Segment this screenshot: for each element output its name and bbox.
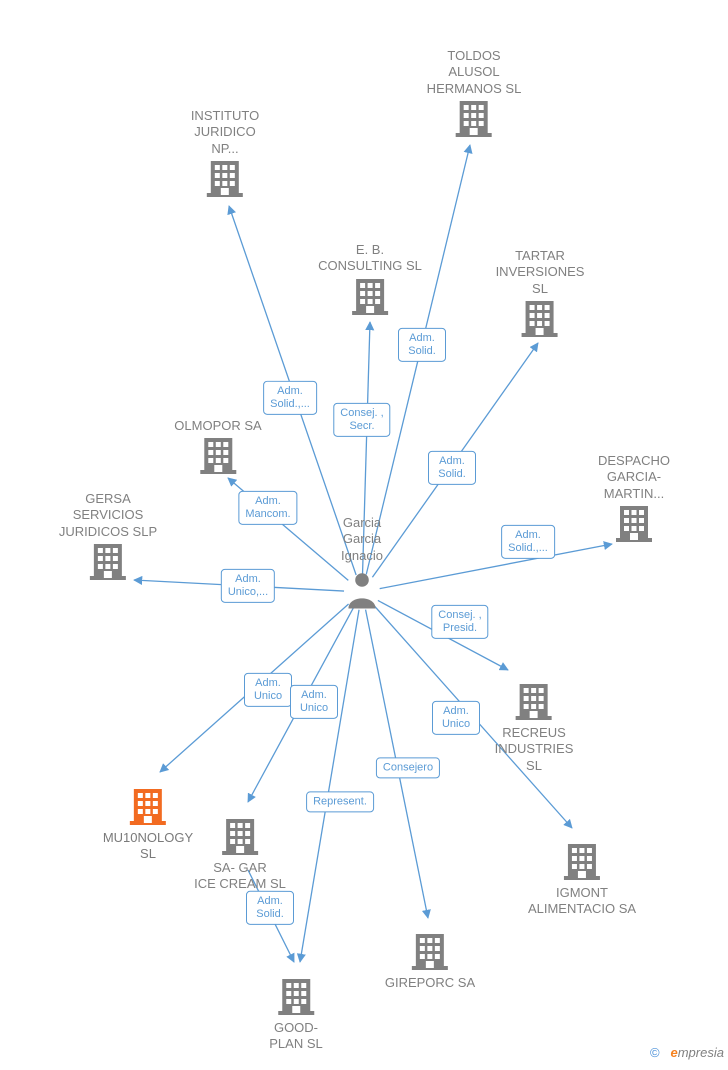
copyright-symbol: © (650, 1045, 660, 1060)
company-node-tartar[interactable]: TARTAR INVERSIONES SL (496, 248, 585, 342)
copyright: © empresia (650, 1045, 724, 1060)
building-icon (220, 815, 260, 860)
company-label: TARTAR INVERSIONES SL (496, 248, 585, 297)
edge-label: Consejero (376, 757, 440, 778)
company-label: INSTITUTO JURIDICO NP... (191, 108, 259, 157)
company-node-recreus[interactable]: RECREUS INDUSTRIES SL (495, 680, 574, 774)
building-icon (410, 930, 450, 975)
company-node-instituto[interactable]: INSTITUTO JURIDICO NP... (191, 108, 259, 202)
edge-label: Adm. Solid. (246, 891, 294, 925)
company-label: GERSA SERVICIOS JURIDICOS SLP (59, 491, 157, 540)
edge-label: Adm. Unico (244, 673, 292, 707)
company-label: IGMONT ALIMENTACIO SA (528, 885, 636, 918)
edge-label: Adm. Unico (432, 701, 480, 735)
brand-logo-rest: mpresia (678, 1045, 724, 1060)
building-icon (514, 680, 554, 725)
edge-label: Adm. Solid.,... (501, 525, 555, 559)
edge-label: Adm. Unico,... (221, 569, 275, 603)
building-icon (614, 502, 654, 547)
company-node-eb[interactable]: E. B. CONSULTING SL (318, 242, 422, 320)
company-node-toldos[interactable]: TOLDOS ALUSOL HERMANOS SL (427, 48, 522, 142)
building-icon (562, 840, 602, 885)
company-node-despacho[interactable]: DESPACHO GARCIA- MARTIN... (598, 453, 670, 547)
company-label: E. B. CONSULTING SL (318, 242, 422, 275)
edge-label: Adm. Unico (290, 685, 338, 719)
edge-label: Adm. Mancom. (238, 491, 297, 525)
company-node-gireporc[interactable]: GIREPORC SA (385, 930, 475, 991)
company-node-sagar[interactable]: SA- GAR ICE CREAM SL (194, 815, 286, 893)
company-node-goodplan[interactable]: GOOD- PLAN SL (269, 975, 322, 1053)
company-label: TOLDOS ALUSOL HERMANOS SL (427, 48, 522, 97)
edge-line (380, 544, 612, 589)
building-icon (128, 785, 168, 830)
company-label: GOOD- PLAN SL (269, 1020, 322, 1053)
building-icon (88, 540, 128, 585)
company-node-mu10[interactable]: MU10NOLOGY SL (103, 785, 193, 863)
company-node-olmopor[interactable]: OLMOPOR SA (174, 418, 261, 479)
building-icon (350, 275, 390, 320)
edge-label: Represent. (306, 791, 374, 812)
edge-label: Adm. Solid.,... (263, 381, 317, 415)
building-icon (520, 297, 560, 342)
building-icon (198, 434, 238, 479)
brand-logo-e: e (670, 1045, 677, 1060)
edge-label: Adm. Solid. (428, 451, 476, 485)
building-icon (454, 97, 494, 142)
building-icon (205, 157, 245, 202)
company-node-gersa[interactable]: GERSA SERVICIOS JURIDICOS SLP (59, 491, 157, 585)
edge-label: Adm. Solid. (398, 328, 446, 362)
company-label: OLMOPOR SA (174, 418, 261, 434)
company-label: SA- GAR ICE CREAM SL (194, 860, 286, 893)
company-node-igmont[interactable]: IGMONT ALIMENTACIO SA (528, 840, 636, 918)
company-label: RECREUS INDUSTRIES SL (495, 725, 574, 774)
company-label: DESPACHO GARCIA- MARTIN... (598, 453, 670, 502)
building-icon (276, 975, 316, 1020)
edge-label: Consej. , Presid. (431, 605, 488, 639)
center-person-label: Garcia Garcia Ignacio (341, 515, 383, 564)
company-label: GIREPORC SA (385, 975, 475, 991)
edge-line (300, 610, 359, 962)
person-icon (345, 571, 379, 614)
company-label: MU10NOLOGY SL (103, 830, 193, 863)
edge-label: Consej. , Secr. (333, 403, 390, 437)
